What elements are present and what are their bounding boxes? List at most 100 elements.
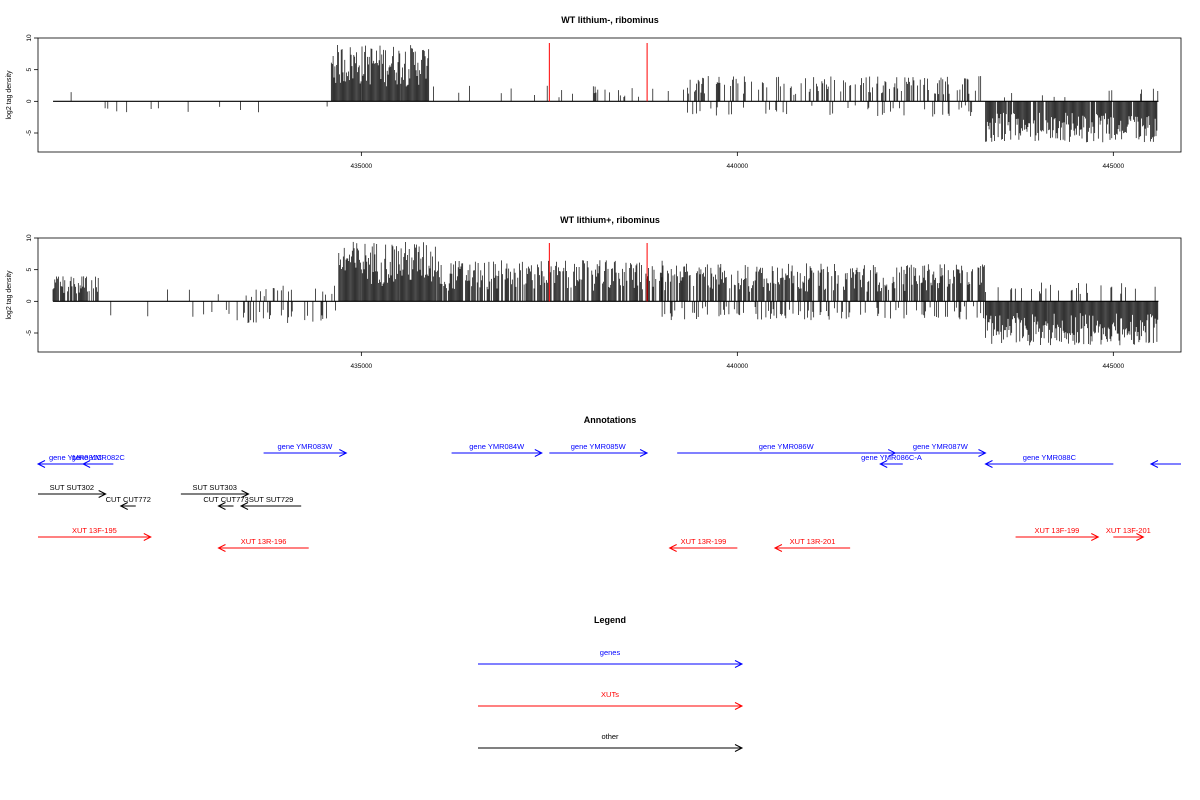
feature-arrow-head xyxy=(534,449,543,457)
y-tick-label: 0 xyxy=(26,99,33,103)
feature-arrow-head xyxy=(639,449,649,457)
feature-arrow xyxy=(1113,533,1145,541)
legend-arrow xyxy=(478,702,744,710)
panel2-signal xyxy=(52,241,1159,346)
feature-label: gene YMR082C xyxy=(72,453,126,462)
feature-arrow-head xyxy=(1149,460,1159,468)
legend-arrow-head xyxy=(734,702,744,710)
legend-label: XUTs xyxy=(601,690,619,699)
feature-arrow xyxy=(773,544,851,552)
annotations-title: Annotations xyxy=(584,415,637,425)
panel1-signal xyxy=(53,44,1159,143)
feature-label: XUT 13F-199 xyxy=(1034,526,1079,535)
feature-arrow xyxy=(451,449,543,457)
feature-label: XUT 13R-196 xyxy=(241,537,287,546)
feature-arrow xyxy=(217,502,234,510)
feature-arrow xyxy=(1149,460,1181,468)
legend-arrow xyxy=(478,660,744,668)
feature-label: XUT 13R-201 xyxy=(790,537,836,546)
feature-arrow xyxy=(82,460,114,468)
y-tick-label: -5 xyxy=(26,330,33,336)
feature-label: gene YMR087W xyxy=(913,442,969,451)
feature-arrow xyxy=(263,449,348,457)
feature-arrow xyxy=(217,544,309,552)
feature-arrow-head xyxy=(217,502,226,510)
feature-label: CUT CUT773 xyxy=(203,495,248,504)
feature-arrow-head xyxy=(668,544,677,552)
y-tick-label: 10 xyxy=(26,234,33,242)
feature-arrow-head xyxy=(119,502,128,510)
legend-arrow xyxy=(478,744,744,752)
feature-arrow xyxy=(549,449,649,457)
feature-arrow xyxy=(119,502,136,510)
panel1-ylabel: log2 tag density xyxy=(6,70,13,120)
feature-arrow xyxy=(180,490,250,498)
panel-wt-lithium-minus: WT lithium-, ribominus log2 tag density … xyxy=(6,15,1182,170)
legend: Legend genes XUTs other xyxy=(478,615,744,752)
feature-arrow xyxy=(895,449,987,457)
y-tick-label: 5 xyxy=(26,67,33,71)
legend-arrow-head xyxy=(734,660,744,668)
feature-label: SUT SUT729 xyxy=(249,495,293,504)
x-tick-label: 435000 xyxy=(350,363,372,370)
panel2-ylabel: log2 tag density xyxy=(6,270,13,320)
panel2-title: WT lithium+, ribominus xyxy=(560,215,660,225)
feature-arrow xyxy=(984,460,1114,468)
feature-arrow xyxy=(38,533,152,541)
legend-title: Legend xyxy=(594,615,626,625)
feature-label: SUT SUT302 xyxy=(50,483,94,492)
feature-label: XUT 13R-199 xyxy=(681,537,727,546)
feature-arrow xyxy=(38,490,107,498)
feature-label: XUT 13F-201 xyxy=(1106,526,1151,535)
feature-arrow-head xyxy=(339,449,348,457)
x-tick-label: 440000 xyxy=(726,363,748,370)
feature-arrow-head xyxy=(98,490,107,498)
y-tick-label: 10 xyxy=(26,34,33,42)
y-tick-label: -5 xyxy=(26,130,33,136)
feature-label: gene YMR083W xyxy=(277,442,333,451)
panel2-markers xyxy=(548,243,648,302)
feature-arrow xyxy=(1015,533,1100,541)
feature-arrow-head xyxy=(217,544,226,552)
legend-arrow-head xyxy=(734,744,744,752)
feature-arrow-head xyxy=(143,533,152,541)
feature-arrow-head xyxy=(984,460,993,468)
x-tick-label: 440000 xyxy=(726,163,748,170)
legend-label: genes xyxy=(600,648,621,657)
y-tick-label: 0 xyxy=(26,299,33,303)
feature-label: gene YMR085W xyxy=(571,442,627,451)
feature-label: gene YMR086C-A xyxy=(861,453,922,462)
panel-wt-lithium-plus: WT lithium+, ribominus log2 tag density … xyxy=(6,215,1182,370)
feature-arrow-head xyxy=(239,502,249,510)
x-tick-label: 435000 xyxy=(350,163,372,170)
feature-label: SUT SUT303 xyxy=(192,483,236,492)
feature-label: gene YMR086W xyxy=(759,442,815,451)
feature-arrow xyxy=(239,502,302,510)
legend-label: other xyxy=(601,732,619,741)
feature-label: CUT CUT772 xyxy=(106,495,151,504)
feature-arrow xyxy=(879,460,903,468)
feature-label: gene YMR088C xyxy=(1023,453,1077,462)
panel1-axes: -5 0 5 10 435000 440000 445000 xyxy=(26,34,1182,170)
legend-items: genes XUTs other xyxy=(478,648,744,752)
plot-frame xyxy=(37,37,1182,153)
feature-label: gene YMR081C xyxy=(49,453,103,462)
feature-arrow-head xyxy=(36,460,46,468)
feature-arrow-head xyxy=(82,460,91,468)
feature-arrow-head xyxy=(1136,533,1145,541)
feature-label: gene YMR084W xyxy=(469,442,525,451)
plot-frame xyxy=(37,237,1182,353)
feature-arrow-head xyxy=(978,449,987,457)
feature-arrow-head xyxy=(241,490,250,498)
feature-arrow-head xyxy=(773,544,783,552)
panel1-markers xyxy=(548,43,648,102)
panel1-title: WT lithium-, ribominus xyxy=(561,15,659,25)
panel2-axes: -5 0 5 10 435000 440000 445000 xyxy=(26,234,1182,370)
feature-label: XUT 13F-195 xyxy=(72,526,117,535)
feature-arrow-head xyxy=(1091,533,1100,541)
y-tick-label: 5 xyxy=(26,267,33,271)
feature-arrow-head xyxy=(879,460,888,468)
